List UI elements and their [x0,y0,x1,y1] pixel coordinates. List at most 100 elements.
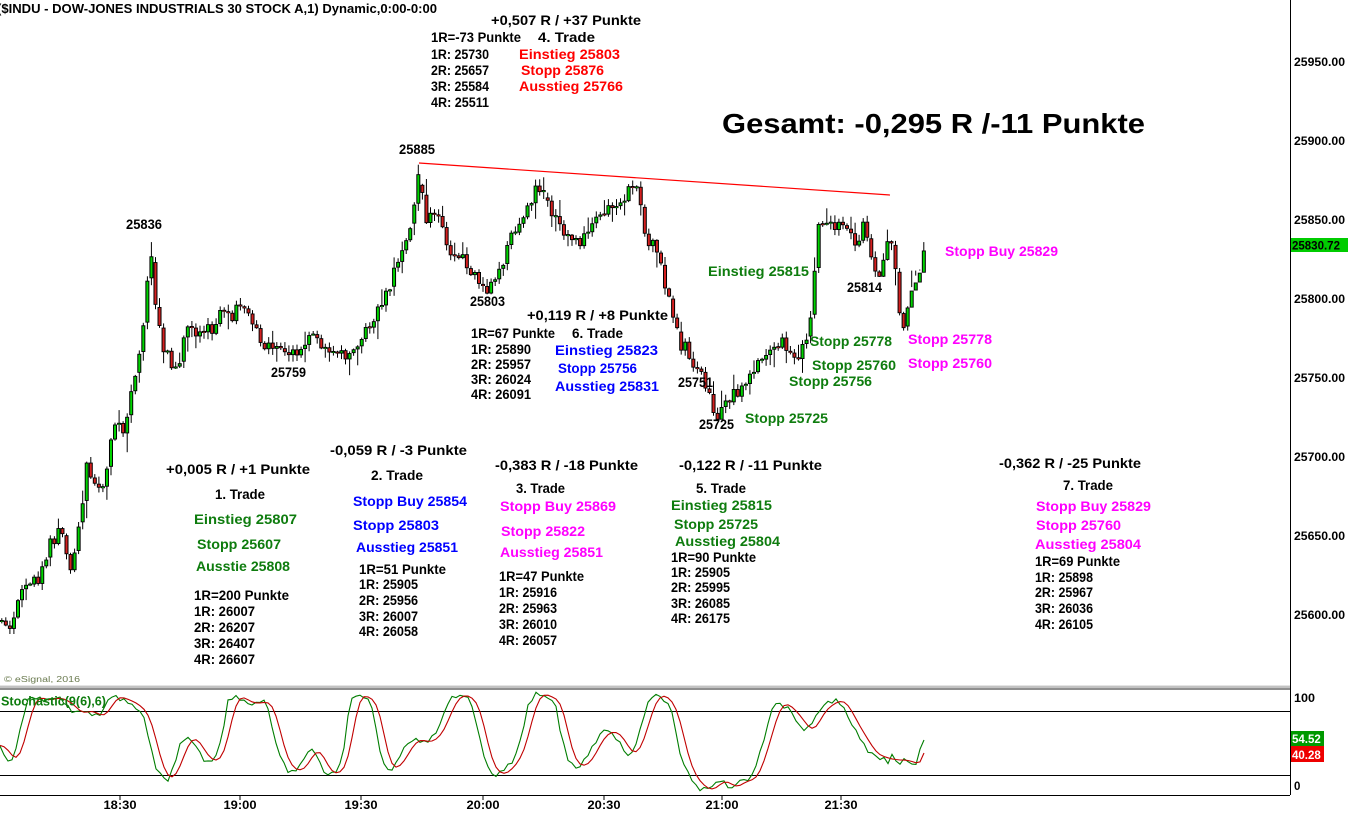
svg-text:25803: 25803 [470,294,505,309]
svg-text:Stopp 25760: Stopp 25760 [908,356,992,371]
svg-text:Einstieg 25823: Einstieg 25823 [555,343,659,358]
svg-text:1R: 25898: 1R: 25898 [1035,570,1093,585]
svg-text:19:30: 19:30 [345,800,378,812]
svg-text:Stopp Buy 25829: Stopp Buy 25829 [1036,499,1151,514]
svg-text:Stopp 25725: Stopp 25725 [674,517,759,532]
svg-text:Stopp 25760: Stopp 25760 [812,358,896,373]
svg-text:1R=67 Punkte: 1R=67 Punkte [471,326,555,341]
svg-text:20:00: 20:00 [467,800,500,812]
svg-text:Stopp 25778: Stopp 25778 [810,334,893,349]
svg-text:Stopp 25756: Stopp 25756 [789,374,873,389]
svg-text:4R: 25511: 4R: 25511 [431,95,489,110]
svg-text:100: 100 [1294,693,1315,705]
svg-text:2R: 25956: 2R: 25956 [359,593,418,608]
svg-text:1R: 25916: 1R: 25916 [499,585,557,600]
svg-text:20:30: 20:30 [588,800,621,812]
svg-text:1R=51 Punkte: 1R=51 Punkte [359,562,446,577]
svg-text:Ausstieg 25804: Ausstieg 25804 [1035,537,1142,552]
svg-text:2R: 25995: 2R: 25995 [671,580,730,595]
svg-text:25759: 25759 [271,365,306,380]
svg-text:25751: 25751 [678,375,713,390]
svg-text:Stopp 25725: Stopp 25725 [745,411,829,426]
svg-text:1R=69 Punkte: 1R=69 Punkte [1035,554,1120,569]
svg-text:25700.00: 25700.00 [1294,452,1345,464]
svg-text:4R: 26058: 4R: 26058 [359,624,418,639]
svg-text:18:30: 18:30 [104,800,137,812]
svg-text:Ausstie 25808: Ausstie 25808 [196,559,291,574]
svg-text:1R=200 Punkte: 1R=200 Punkte [194,588,289,603]
svg-text:2R: 25967: 2R: 25967 [1035,585,1093,600]
svg-text:1R: 25905: 1R: 25905 [671,565,730,580]
svg-text:25950.00: 25950.00 [1294,57,1345,69]
svg-text:Stopp Buy 25829: Stopp Buy 25829 [945,244,1058,259]
svg-text:Ausstieg 25766: Ausstieg 25766 [519,79,624,94]
svg-text:3. Trade: 3. Trade [516,481,565,496]
svg-text:25900.00: 25900.00 [1294,136,1345,148]
svg-text:1R=47 Punkte: 1R=47 Punkte [499,569,584,584]
svg-text:Einstieg 25803: Einstieg 25803 [519,47,621,62]
svg-text:2. Trade: 2. Trade [371,468,423,483]
svg-text:25750.00: 25750.00 [1294,373,1345,385]
svg-text:25600.00: 25600.00 [1294,610,1345,622]
svg-text:21:00: 21:00 [706,800,739,812]
svg-text:2R: 25963: 2R: 25963 [499,601,557,616]
svg-text:Ausstieg 25851: Ausstieg 25851 [356,540,459,555]
svg-text:25836: 25836 [126,217,162,232]
svg-text:Stopp Buy 25869: Stopp Buy 25869 [500,499,616,514]
svg-text:3R: 26007: 3R: 26007 [359,609,418,624]
svg-text:Ausstieg 25804: Ausstieg 25804 [675,534,781,549]
svg-text:Einstieg 25815: Einstieg 25815 [708,264,810,279]
svg-text:Stopp 25778: Stopp 25778 [908,332,993,347]
svg-text:25800.00: 25800.00 [1294,294,1345,306]
svg-text:-0,362 R / -25 Punkte: -0,362 R / -25 Punkte [999,455,1141,471]
svg-text:4R: 26091: 4R: 26091 [471,387,531,402]
svg-text:+0,005 R / +1 Punkte: +0,005 R / +1 Punkte [166,461,310,477]
svg-text:1R: 25730: 1R: 25730 [431,47,489,62]
svg-text:0: 0 [1294,781,1300,793]
svg-text:25850.00: 25850.00 [1294,215,1345,227]
svg-text:2R: 25657: 2R: 25657 [431,63,489,78]
svg-text:4R: 26105: 4R: 26105 [1035,617,1093,632]
svg-text:7. Trade: 7. Trade [1063,478,1113,493]
svg-text:Einstieg 25807: Einstieg 25807 [194,512,297,527]
svg-text:4. Trade: 4. Trade [538,30,596,45]
svg-text:1R: 25890: 1R: 25890 [471,342,531,357]
svg-text:Stopp 25822: Stopp 25822 [501,524,585,539]
svg-text:-0,059 R / -3 Punkte: -0,059 R / -3 Punkte [330,442,467,458]
svg-text:3R: 26085: 3R: 26085 [671,596,730,611]
svg-text:5. Trade: 5. Trade [696,481,746,496]
svg-text:25830.72: 25830.72 [1292,241,1340,253]
svg-text:Stochastic(9(6),6): Stochastic(9(6),6) [1,694,106,708]
svg-text:54.52: 54.52 [1292,734,1321,746]
svg-text:2R: 25957: 2R: 25957 [471,357,531,372]
svg-text:3R: 25584: 3R: 25584 [431,79,489,94]
svg-text:25725: 25725 [699,417,734,432]
svg-text:1R=-73 Punkte: 1R=-73 Punkte [431,30,521,45]
svg-text:1. Trade: 1. Trade [215,487,265,502]
svg-text:Stopp 25876: Stopp 25876 [521,63,605,78]
svg-text:Stopp 25756: Stopp 25756 [558,361,637,376]
svg-text:4R: 26057: 4R: 26057 [499,633,557,648]
svg-text:6. Trade: 6. Trade [572,326,623,341]
svg-text:4R: 26607: 4R: 26607 [194,652,255,667]
svg-text:4R: 26175: 4R: 26175 [671,611,730,626]
svg-text:19:00: 19:00 [224,800,257,812]
svg-text:Stopp 25607: Stopp 25607 [197,537,281,552]
svg-text:1R: 26007: 1R: 26007 [194,604,255,619]
svg-text:Stopp 25803: Stopp 25803 [353,518,440,533]
svg-text:1R=90 Punkte: 1R=90 Punkte [671,550,756,565]
svg-text:-0,383 R / -18 Punkte: -0,383 R / -18 Punkte [495,457,638,473]
svg-text:Ausstieg 25851: Ausstieg 25851 [500,545,604,560]
svg-text:($INDU - DOW-JONES INDUSTRIALS: ($INDU - DOW-JONES INDUSTRIALS 30 STOCK … [0,1,437,16]
svg-text:-0,122 R / -11 Punkte: -0,122 R / -11 Punkte [679,457,822,473]
svg-text:3R: 26024: 3R: 26024 [471,372,531,387]
svg-text:Einstieg 25815: Einstieg 25815 [671,498,773,513]
svg-text:1R: 25905: 1R: 25905 [359,577,418,592]
svg-text:25650.00: 25650.00 [1294,531,1345,543]
svg-text:3R: 26010: 3R: 26010 [499,617,557,632]
svg-text:© eSignal, 2016: © eSignal, 2016 [4,675,81,684]
svg-text:Stopp 25760: Stopp 25760 [1036,518,1121,533]
svg-text:+0,119 R / +8 Punkte: +0,119 R / +8 Punkte [527,307,668,323]
svg-text:2R: 26207: 2R: 26207 [194,620,255,635]
svg-text:+0,507 R / +37 Punkte: +0,507 R / +37 Punkte [491,12,641,28]
